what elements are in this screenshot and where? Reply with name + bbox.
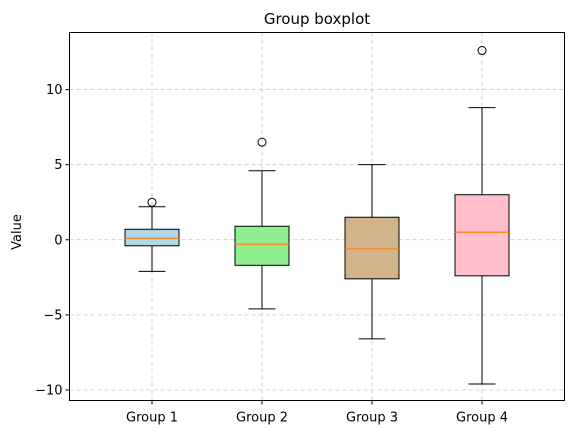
x-tick-label: Group 1 bbox=[126, 411, 178, 426]
x-tick-label: Group 3 bbox=[346, 411, 398, 426]
tick-layer: 10 5 0 −5 −10 Group 1 Group 2 Group 3 Group 4 bbox=[35, 83, 508, 425]
outlier-point bbox=[477, 46, 487, 56]
box bbox=[344, 216, 400, 280]
x-tick-label: Group 4 bbox=[456, 411, 508, 426]
box bbox=[234, 225, 290, 266]
plot-frame bbox=[69, 32, 565, 401]
y-tick-label: 5 bbox=[54, 158, 62, 173]
box-layer bbox=[124, 46, 510, 385]
y-tick-label: −10 bbox=[35, 383, 62, 398]
x-tick-label: Group 2 bbox=[236, 411, 288, 426]
outlier-point bbox=[147, 197, 157, 207]
y-tick-label: −5 bbox=[43, 308, 62, 323]
y-tick-label: 0 bbox=[54, 233, 62, 248]
y-tick-label: 10 bbox=[46, 83, 63, 98]
outlier-point bbox=[257, 137, 267, 147]
y-axis-label: Value bbox=[10, 214, 25, 250]
box bbox=[454, 194, 510, 277]
box bbox=[124, 228, 180, 247]
chart-title: Group boxplot bbox=[264, 10, 370, 28]
